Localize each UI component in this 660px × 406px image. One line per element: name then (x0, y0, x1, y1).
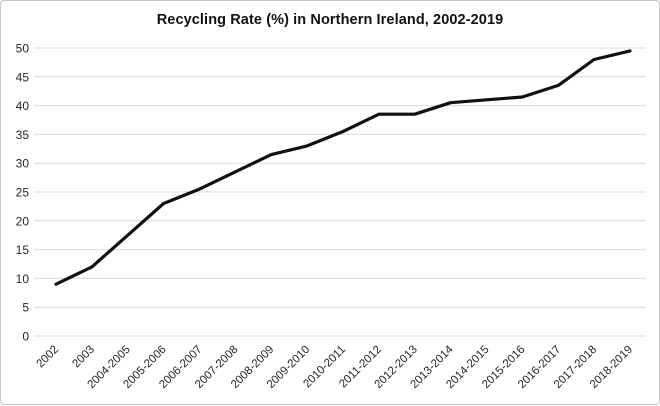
y-tick-label: 45 (16, 70, 30, 84)
y-tick-label: 20 (16, 214, 30, 228)
y-tick-label: 0 (22, 330, 29, 344)
y-tick-label: 5 (22, 301, 29, 315)
y-tick-label: 50 (16, 42, 30, 56)
y-tick-label: 15 (16, 243, 30, 257)
y-tick-label: 35 (16, 128, 30, 142)
chart-title: Recycling Rate (%) in Northern Ireland, … (156, 12, 504, 28)
y-tick-label: 10 (16, 272, 30, 286)
series-line (54, 49, 632, 286)
x-tick-label: 2003 (70, 344, 97, 371)
y-tick-label: 25 (16, 186, 30, 200)
y-tick-label: 30 (16, 157, 30, 171)
y-tick-label: 40 (16, 99, 30, 113)
x-tick-label: 2002 (35, 344, 62, 371)
